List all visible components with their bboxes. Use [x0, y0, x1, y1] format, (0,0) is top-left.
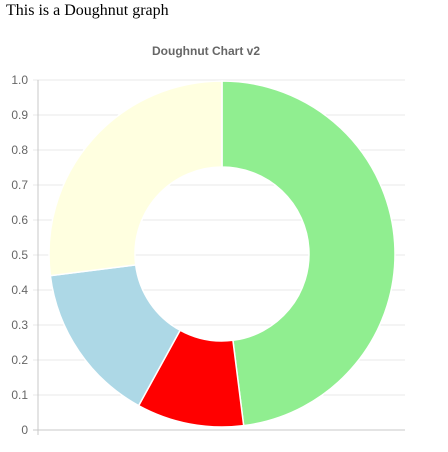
doughnut-chart-svg: Doughnut Chart v2 0 0.1 0.2 0.3 0.4 0.5 0.6 0.7…	[11, 44, 405, 437]
chart-title: Doughnut Chart v2	[152, 44, 260, 58]
y-tick-label: 0.6	[11, 213, 28, 227]
y-tick-label: 0.5	[11, 248, 28, 262]
y-tick-label: 1.0	[11, 73, 28, 87]
y-tick-label: 0.8	[11, 143, 28, 157]
y-tick-label: 0	[21, 423, 28, 437]
doughnut-chart: Doughnut Chart v2 0 0.1 0.2 0.3 0.4 0.5 0.6 0.7…	[0, 30, 448, 452]
doughnut-slices	[48, 80, 396, 428]
y-tick-label: 0.9	[11, 108, 28, 122]
y-tick-label: 0.3	[11, 318, 28, 332]
doughnut-slice-1[interactable]	[221, 80, 396, 427]
y-tick-label: 0.1	[11, 388, 28, 402]
y-tick-label: 0.7	[11, 178, 28, 192]
doughnut-slice-4[interactable]	[48, 80, 223, 277]
y-tick-labels: 0 0.1 0.2 0.3 0.4 0.5 0.6 0.7 0.8 0.9 1.0	[11, 73, 28, 437]
page-heading: This is a Doughnut graph	[6, 2, 169, 19]
y-tick-label: 0.2	[11, 353, 28, 367]
y-tick-label: 0.4	[11, 283, 28, 297]
